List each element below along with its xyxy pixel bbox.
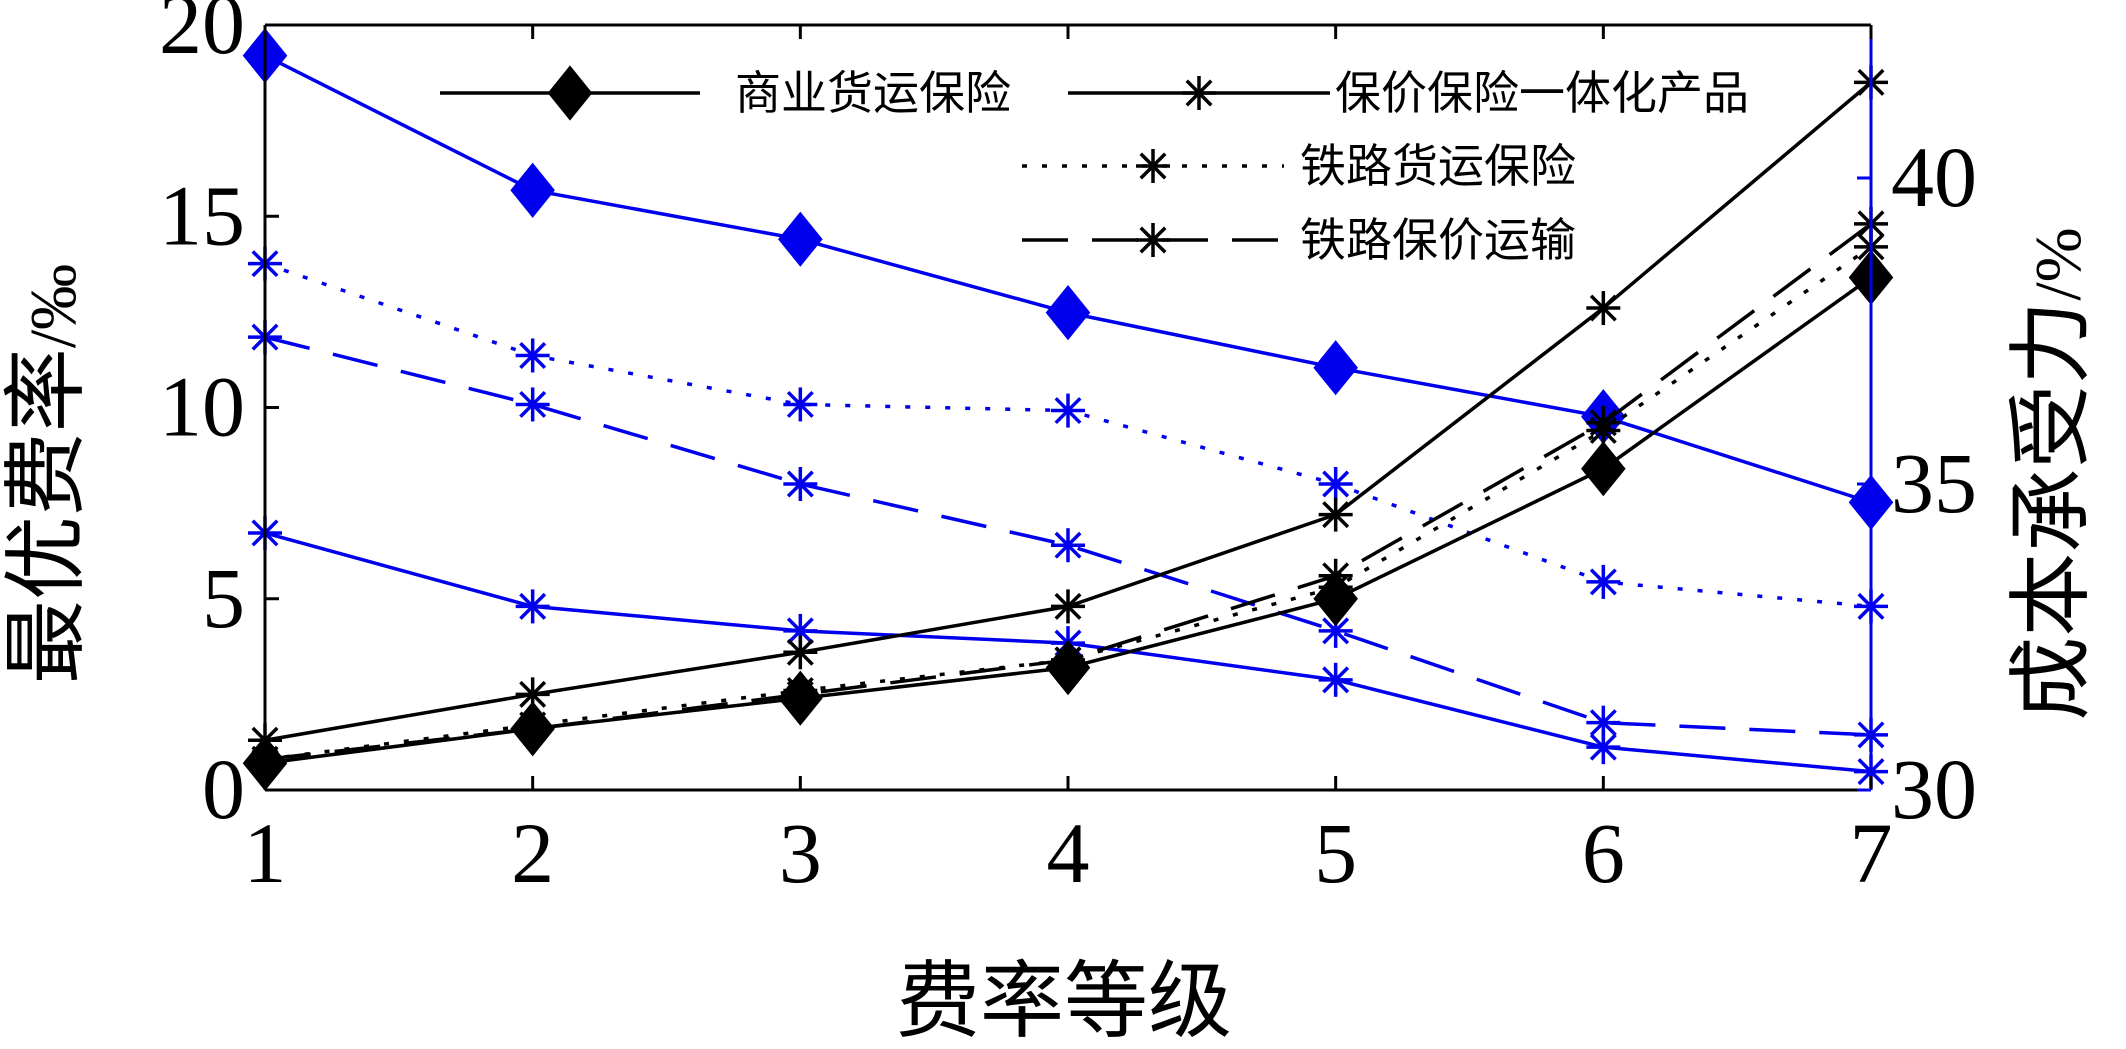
right-series-line-commercial-insurance xyxy=(264,54,1872,505)
right-series-point-commercial-insurance-2 xyxy=(510,162,555,218)
right-series-point-rail-declared-value-6 xyxy=(1586,705,1621,740)
x-tick-label-3: 3 xyxy=(779,805,822,901)
svg-text:成本承受力/%: 成本承受力/% xyxy=(2002,227,2100,720)
right-series-point-integrated-product-3 xyxy=(783,613,818,648)
right-series-point-rail-cargo-insurance-3 xyxy=(783,387,818,422)
right-series-point-integrated-product-2 xyxy=(515,589,550,624)
legend-marker-commercial-insurance xyxy=(547,65,593,121)
left-series-point-rail-declared-value-2 xyxy=(515,711,550,746)
x-tick-label-2: 2 xyxy=(511,805,554,901)
left-series-point-integrated-product-5 xyxy=(1318,497,1353,532)
right-tick-label-2: 35 xyxy=(1891,435,1977,531)
legend-marker-integrated-product xyxy=(1182,76,1216,110)
right-series-point-integrated-product-5 xyxy=(1318,662,1353,697)
legend-label-commercial-insurance: 商业货运保险 xyxy=(735,66,1011,120)
left-series-point-integrated-product-6 xyxy=(1586,291,1621,326)
left-series-point-integrated-product-3 xyxy=(783,635,818,670)
left-tick-label-2: 5 xyxy=(202,550,245,646)
legend-marker-rail-cargo-insurance xyxy=(1136,149,1170,183)
left-tick-label-3: 10 xyxy=(159,359,245,455)
right-series-point-rail-cargo-insurance-2 xyxy=(515,338,550,373)
left-series-point-rail-declared-value-5 xyxy=(1318,558,1353,593)
right-series-point-rail-cargo-insurance-6 xyxy=(1586,564,1621,599)
left-axis-title: 最优费率/‰ xyxy=(0,264,95,684)
left-axis-unit: /‰ xyxy=(17,264,90,348)
left-series-point-rail-declared-value-6 xyxy=(1586,405,1621,440)
left-series-point-integrated-product-4 xyxy=(1051,589,1085,624)
left-tick-label-4: 15 xyxy=(159,167,245,263)
x-tick-label-6: 6 xyxy=(1582,805,1625,901)
left-tick-label-5: 20 xyxy=(159,0,245,72)
right-series-point-rail-declared-value-4 xyxy=(1051,528,1085,563)
legend-label-integrated-product: 保价保险一体化产品 xyxy=(1335,66,1749,120)
x-tick-label-1: 1 xyxy=(244,805,287,901)
x-tick-label-4: 4 xyxy=(1047,805,1090,901)
right-axis-title-text: 成本承受力 xyxy=(2002,301,2100,721)
right-series-point-rail-declared-value-2 xyxy=(515,387,550,422)
right-tick-label-1: 30 xyxy=(1891,741,1977,837)
right-series-point-rail-declared-value-3 xyxy=(783,467,818,501)
left-series-point-commercial-insurance-6 xyxy=(1581,441,1626,497)
right-axis-title: 成本承受力/% xyxy=(2002,227,2100,720)
legend-label-rail-declared-value: 铁路保价运输 xyxy=(1300,213,1576,267)
right-series-point-integrated-product-6 xyxy=(1586,730,1621,765)
right-series-point-rail-cargo-insurance-4 xyxy=(1051,393,1085,428)
right-tick-label-3: 40 xyxy=(1891,129,1977,225)
legend-label-rail-cargo-insurance: 铁路货运保险 xyxy=(1300,139,1576,193)
right-series-point-commercial-insurance-3 xyxy=(778,211,823,267)
svg-text:最优费率/‰: 最优费率/‰ xyxy=(0,264,95,684)
x-tick-label-7: 7 xyxy=(1850,805,1893,901)
right-series-point-commercial-insurance-4 xyxy=(1045,285,1091,341)
plot-area xyxy=(242,28,1894,791)
left-series-point-integrated-product-2 xyxy=(515,677,550,712)
legend-marker-rail-declared-value xyxy=(1136,223,1170,257)
axes: 1 2 3 4 5 6 7 0 5 10 15 20 30 35 40 xyxy=(159,0,1977,901)
left-series-point-rail-declared-value-4 xyxy=(1051,642,1085,677)
right-series-point-commercial-insurance-5 xyxy=(1313,340,1358,396)
x-axis-title: 费率等级 xyxy=(896,952,1232,1049)
left-tick-label-1: 0 xyxy=(202,741,245,837)
right-axis-unit: /% xyxy=(2022,227,2095,300)
left-axis-title-text: 最优费率 xyxy=(0,348,95,684)
left-series-point-rail-declared-value-3 xyxy=(783,677,818,712)
x-tick-label-5: 5 xyxy=(1314,805,1357,901)
right-series-point-rail-cargo-insurance-5 xyxy=(1318,467,1353,501)
